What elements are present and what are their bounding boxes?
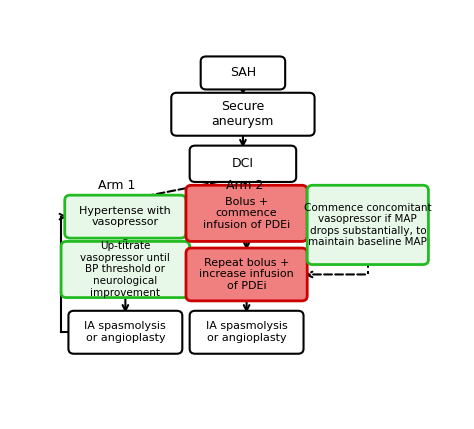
FancyBboxPatch shape xyxy=(307,185,428,265)
Text: Arm 1: Arm 1 xyxy=(98,179,135,192)
FancyBboxPatch shape xyxy=(171,93,315,136)
Text: IA spasmolysis
or angioplasty: IA spasmolysis or angioplasty xyxy=(206,321,287,343)
FancyBboxPatch shape xyxy=(190,311,303,354)
Text: Up-titrate
vasopressor until
BP threshold or
neurological
improvement: Up-titrate vasopressor until BP threshol… xyxy=(81,241,170,298)
Text: SAH: SAH xyxy=(230,66,256,79)
FancyBboxPatch shape xyxy=(186,248,307,301)
Text: Hypertense with
vasopressor: Hypertense with vasopressor xyxy=(80,206,171,227)
Text: Bolus +
commence
infusion of PDEi: Bolus + commence infusion of PDEi xyxy=(203,197,290,230)
Text: Repeat bolus +
increase infusion
of PDEi: Repeat bolus + increase infusion of PDEi xyxy=(199,258,294,291)
FancyBboxPatch shape xyxy=(186,185,307,242)
FancyBboxPatch shape xyxy=(201,57,285,90)
Text: IA spasmolysis
or angioplasty: IA spasmolysis or angioplasty xyxy=(84,321,166,343)
FancyBboxPatch shape xyxy=(68,311,182,354)
FancyBboxPatch shape xyxy=(190,145,296,182)
Text: Commence concomitant
vasopressor if MAP
drops substantially, to
maintain baselin: Commence concomitant vasopressor if MAP … xyxy=(304,202,432,247)
Text: Arm 2: Arm 2 xyxy=(226,179,264,192)
FancyBboxPatch shape xyxy=(65,195,186,238)
FancyBboxPatch shape xyxy=(61,242,190,298)
Text: Secure
aneurysm: Secure aneurysm xyxy=(212,100,274,128)
Text: DCI: DCI xyxy=(232,157,254,170)
